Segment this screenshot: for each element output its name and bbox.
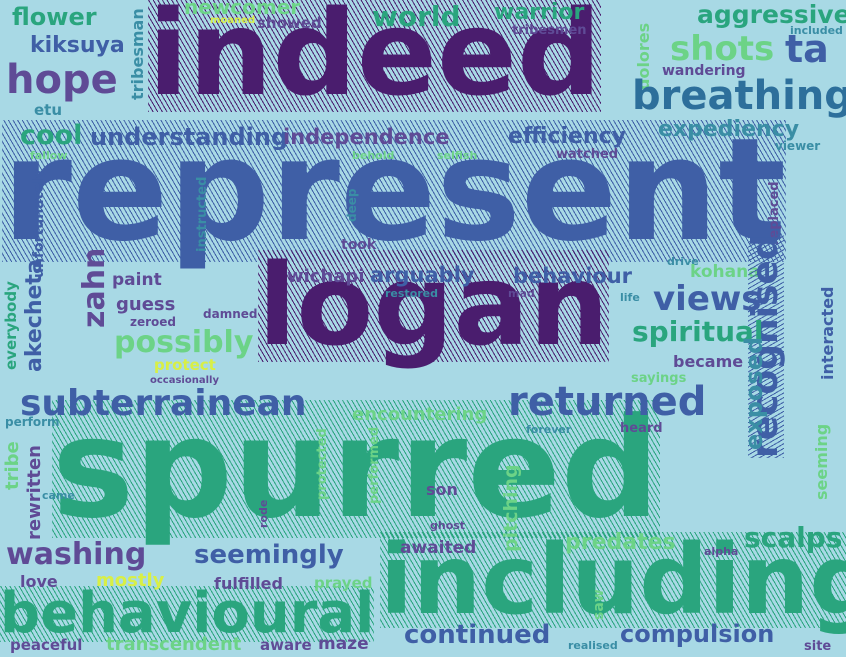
word-encountering: encountering: [352, 404, 488, 425]
word-warrior: warrior: [494, 0, 585, 25]
word-behavioural: behavioural: [0, 581, 375, 646]
word-everybody: everybody: [2, 281, 20, 370]
word-breathing: breathing: [632, 73, 846, 119]
word-cool: cool: [20, 120, 83, 151]
word-seeming: seeming: [812, 423, 831, 500]
word-included: included: [790, 24, 843, 37]
word-took: took: [341, 237, 377, 253]
word-represent: represent: [2, 108, 787, 273]
word-paint: paint: [112, 270, 162, 290]
word-performed: performed: [367, 426, 382, 504]
word-mad: mad: [508, 287, 535, 300]
word-protect: protect: [154, 356, 216, 374]
word-perform: perform: [5, 415, 60, 429]
word-alpha: alpha: [704, 545, 739, 558]
word-scalps: scalps: [744, 521, 843, 554]
word-compulsion: compulsion: [620, 620, 775, 648]
word-tribesmen: tribesmen: [512, 23, 587, 38]
word-fallow: fallow: [30, 149, 68, 162]
word-protected: protected: [315, 428, 330, 500]
word-prayed: prayed: [314, 574, 373, 592]
word-heard: heard: [620, 421, 663, 436]
word-behold: behold: [352, 149, 395, 162]
word-possibly: possibly: [114, 325, 254, 360]
word-views: views: [653, 279, 762, 319]
word-etu: etu: [34, 101, 63, 119]
word-behaviour: behaviour: [513, 264, 633, 288]
word-interacted: interacted: [818, 286, 837, 381]
word-spurred: spurred: [52, 388, 660, 549]
word-wandering: wandering: [662, 63, 746, 79]
word-guess: guess: [116, 294, 176, 315]
word-spiritual: spiritual: [632, 315, 764, 348]
word-akecheta: akecheta: [22, 259, 47, 372]
word-continued: continued: [404, 620, 551, 650]
word-washing: washing: [6, 537, 147, 572]
word-saw: saw: [591, 589, 607, 620]
word-site: site: [804, 639, 832, 654]
word-watched: watched: [556, 147, 619, 162]
word-damned: damned: [203, 307, 258, 321]
word-deep: deep: [345, 188, 359, 222]
word-pitching: pitching: [500, 464, 522, 552]
word-fulfilled: fulfilled: [214, 574, 283, 593]
word-efficiency: efficiency: [508, 124, 627, 149]
word-came: came: [42, 489, 75, 502]
word-wichapi: wichapi: [287, 266, 365, 287]
word-ghost: ghost: [430, 519, 466, 532]
word-rode: rode: [257, 499, 270, 528]
word-restored: restored: [385, 287, 439, 300]
word-transcendent: transcendent: [106, 634, 242, 655]
word-tribesman: tribesman: [128, 8, 147, 100]
word-hope: hope: [6, 57, 118, 103]
word-ta: ta: [785, 27, 829, 71]
word-forever: forever: [526, 423, 572, 436]
word-zeroed: zeroed: [130, 315, 177, 329]
word-tribe: tribe: [2, 441, 23, 490]
word-became: became: [673, 352, 744, 371]
word-shots: shots: [670, 29, 775, 69]
word-kohana: kohana: [690, 262, 760, 282]
word-sayings: sayings: [631, 371, 687, 386]
word-peaceful: peaceful: [10, 636, 83, 654]
word-independence: independence: [283, 125, 450, 149]
word-viewer: viewer: [775, 139, 821, 153]
word-newcomer: newcomer: [184, 0, 301, 19]
word-arguably: arguably: [370, 263, 475, 287]
word-awaited: awaited: [400, 538, 477, 558]
word-indeed: indeed: [148, 0, 602, 112]
word-subterrainean: subterrainean: [20, 383, 307, 424]
word-showed: showed: [257, 14, 322, 32]
word-realised: realised: [568, 639, 618, 652]
word-expediency: expediency: [658, 117, 800, 142]
word-son: son: [426, 480, 458, 499]
word-kiksuya: kiksuya: [30, 33, 125, 58]
word-aggressive: aggressive: [697, 0, 846, 29]
word-understanding: understanding: [90, 123, 289, 151]
word-instructed: instructed: [195, 176, 210, 252]
word-occasionally: occasionally: [150, 375, 219, 386]
word-returned: returned: [508, 379, 707, 425]
word-drive: drive: [667, 255, 699, 268]
word-seemingly: seemingly: [194, 540, 344, 570]
word-exposed: exposed: [740, 336, 768, 450]
word-moaned: moaned: [210, 15, 256, 26]
word-mostly: mostly: [96, 570, 165, 591]
word-world: world: [372, 0, 461, 33]
word-logan: logan: [258, 241, 609, 371]
word-zahn: zahn: [77, 247, 112, 328]
word-including: including: [380, 532, 846, 628]
word-aware: aware: [260, 636, 312, 654]
word-maze: maze: [318, 634, 369, 654]
word-predates: predates: [565, 530, 676, 555]
word-flower: flower: [12, 3, 97, 31]
word-selfish: selfish: [437, 149, 478, 162]
word-love: love: [20, 572, 58, 591]
word-life: life: [620, 291, 640, 304]
